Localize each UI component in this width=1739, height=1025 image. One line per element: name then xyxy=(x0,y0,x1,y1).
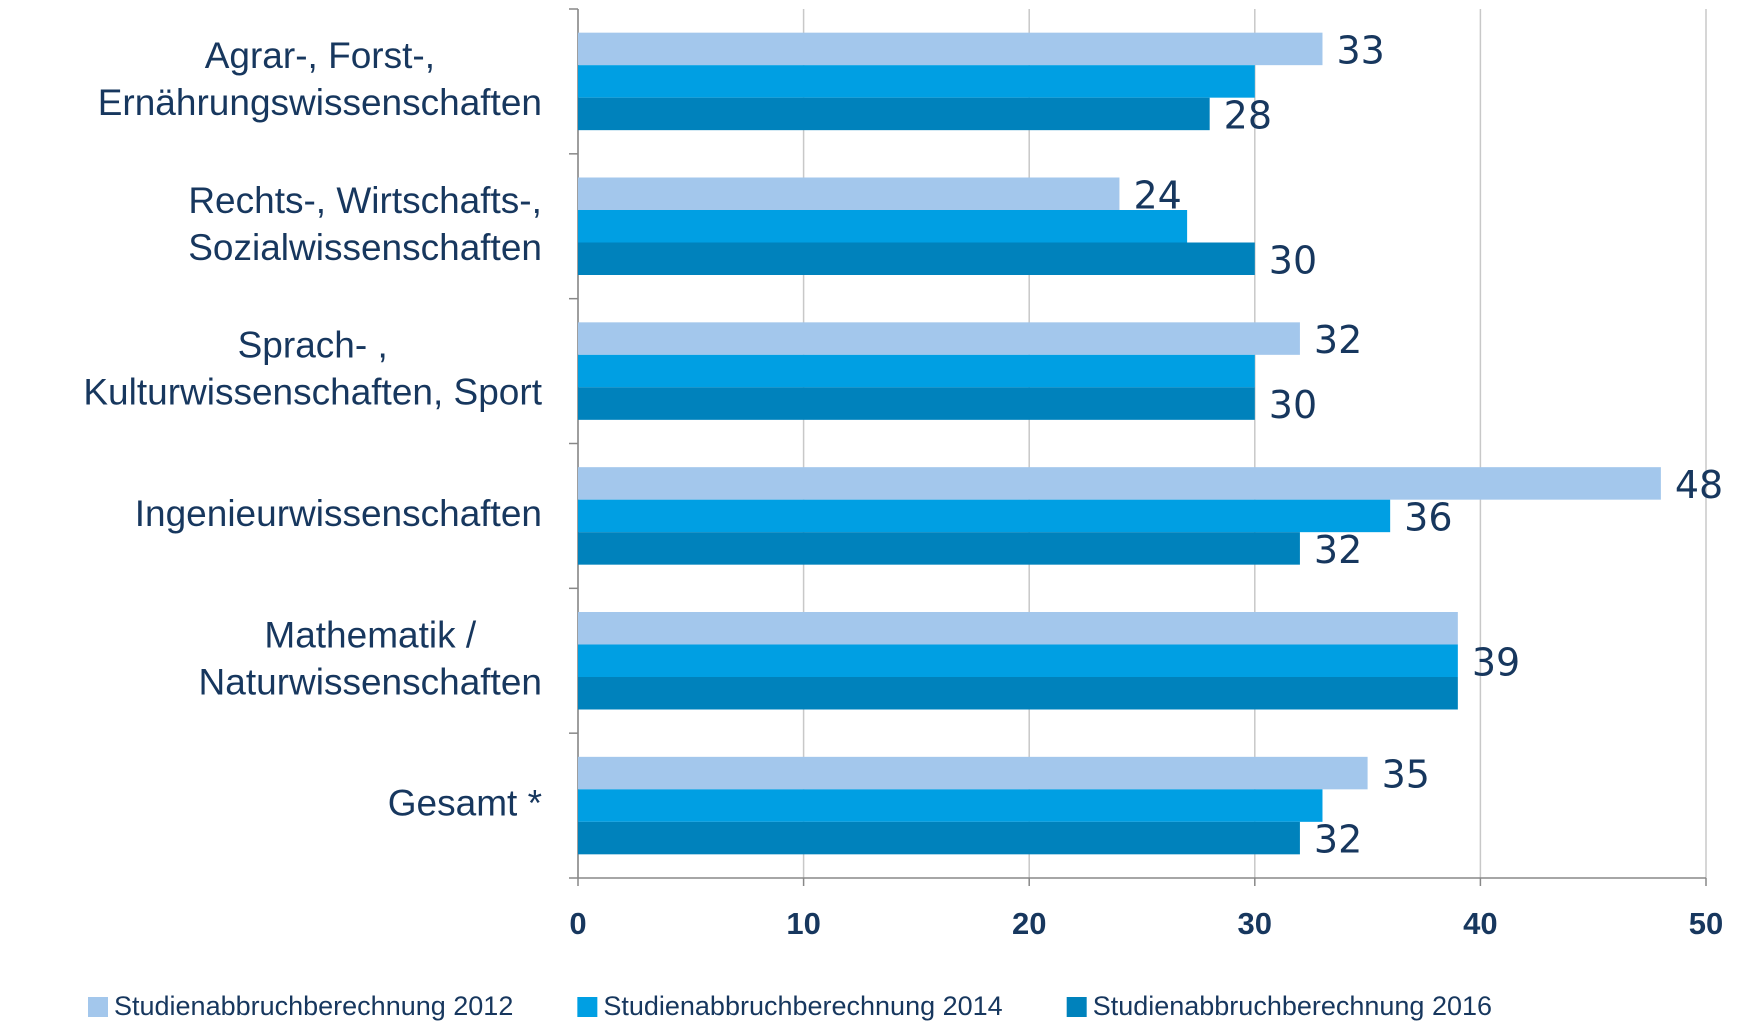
category-line: Ernährungswissenschaften xyxy=(98,82,542,123)
legend-label: Studienabbruchberechnung 2012 xyxy=(114,991,513,1021)
category-line: Ingenieurwissenschaften xyxy=(135,493,542,534)
x-tick-label: 10 xyxy=(786,906,820,941)
data-label: 28 xyxy=(1224,93,1272,137)
data-label: 35 xyxy=(1382,753,1430,797)
bar xyxy=(578,644,1458,677)
category-line: Agrar-, Forst-, xyxy=(205,35,435,76)
data-label: 24 xyxy=(1133,173,1181,217)
bar xyxy=(578,210,1188,243)
bar xyxy=(578,532,1300,565)
data-label: 39 xyxy=(1472,640,1520,684)
bar xyxy=(578,177,1120,210)
legend-label: Studienabbruchberechnung 2014 xyxy=(603,991,1002,1021)
category-label: Rechts-, Wirtschafts-, Sozialwissenschaft… xyxy=(188,180,542,268)
x-tick-label: 40 xyxy=(1463,906,1497,941)
data-label: 33 xyxy=(1336,28,1384,72)
bar xyxy=(578,499,1391,533)
bar xyxy=(578,32,1323,66)
bar xyxy=(578,612,1458,645)
legend-swatch xyxy=(88,997,108,1017)
category-label: Ingenieurwissenschaften xyxy=(135,493,542,534)
category-label: Sprach- , Kulturwissenschaften, Sport xyxy=(83,324,542,412)
bar xyxy=(578,677,1458,710)
bar xyxy=(578,97,1210,131)
bar xyxy=(578,821,1300,855)
data-label: 30 xyxy=(1269,238,1317,282)
category-line: Sprach- , xyxy=(238,324,388,365)
data-label: 32 xyxy=(1314,318,1362,362)
data-label: 32 xyxy=(1314,528,1362,572)
bar xyxy=(578,354,1255,388)
legend-swatch xyxy=(577,997,598,1017)
bar xyxy=(578,65,1255,98)
x-tick-label: 30 xyxy=(1238,906,1272,941)
data-label: 36 xyxy=(1404,495,1452,539)
category-label: Agrar-, Forst-, Ernährungswissenschaften xyxy=(98,35,542,123)
data-label: 30 xyxy=(1269,383,1317,427)
bar xyxy=(578,322,1300,355)
category-label: Mathematik / Naturwissenschaften xyxy=(199,614,542,702)
category-label: Gesamt * xyxy=(388,782,542,823)
x-tick-label: 50 xyxy=(1689,906,1723,941)
bar xyxy=(578,387,1255,420)
x-tick-label: 20 xyxy=(1012,906,1046,941)
legend-swatch xyxy=(1066,997,1087,1017)
category-line: Mathematik / xyxy=(264,614,477,655)
data-label: 48 xyxy=(1675,463,1723,507)
category-line: Kulturwissenschaften, Sport xyxy=(83,371,542,412)
category-line: Naturwissenschaften xyxy=(199,661,542,702)
data-label: 32 xyxy=(1314,818,1362,862)
bar xyxy=(578,467,1661,500)
legend-label: Studienabbruchberechnung 2016 xyxy=(1093,991,1492,1021)
bar xyxy=(578,756,1368,790)
category-line: Gesamt * xyxy=(388,782,542,823)
category-line: Rechts-, Wirtschafts-, xyxy=(188,180,542,221)
bar xyxy=(578,242,1255,275)
category-line: Sozialwissenschaften xyxy=(188,227,542,268)
bar xyxy=(578,789,1323,822)
x-tick-label: 0 xyxy=(569,906,586,941)
